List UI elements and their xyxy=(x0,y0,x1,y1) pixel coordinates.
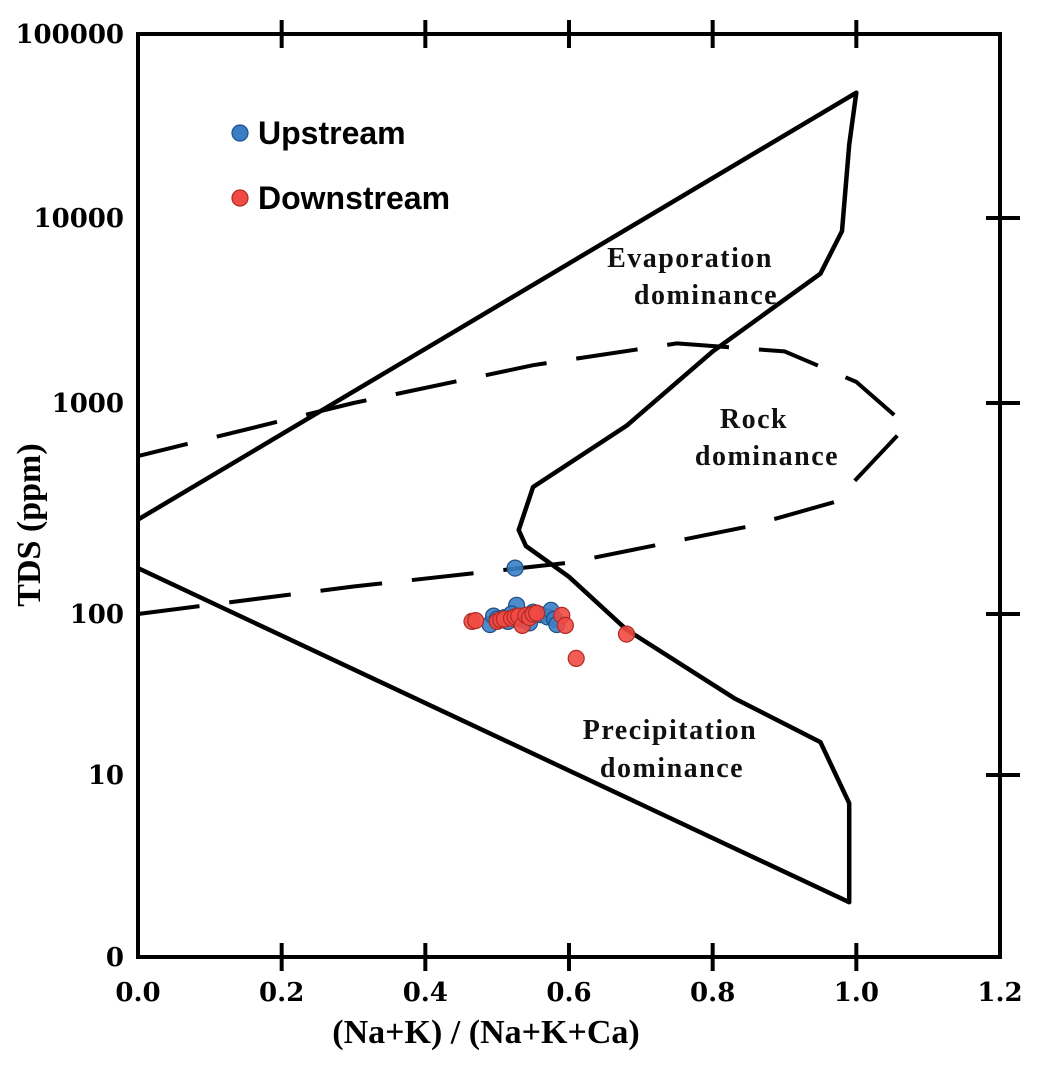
upstream-point xyxy=(506,559,524,577)
outer-boundary-line xyxy=(136,90,859,905)
y-tick-label: 0 xyxy=(106,943,124,973)
rock-label-2: dominance xyxy=(695,441,839,472)
y-tick-label: 100000 xyxy=(15,20,124,50)
plot-frame xyxy=(136,32,1002,959)
y-tick-label: 100 xyxy=(70,600,124,630)
x-tick-label: 0.8 xyxy=(690,978,735,1008)
x-tick-label: 1.2 xyxy=(977,978,1022,1008)
axis-ticks: 0.0 0.2 0.4 0.6 0.8 1.0 1.2 0 10 100 1000 10000 1000… xyxy=(15,20,1023,1008)
precipitation-label: Precipitation xyxy=(583,715,758,746)
data-points xyxy=(463,559,636,668)
x-tick-label: 1.0 xyxy=(834,978,879,1008)
downstream-point xyxy=(528,604,546,622)
legend: Upstream Downstream xyxy=(231,115,450,216)
y-tick-label: 1000 xyxy=(52,389,124,419)
rock-label: Rock xyxy=(720,404,788,435)
legend-marker-downstream xyxy=(231,189,249,207)
evaporation-label-2: dominance xyxy=(634,280,778,311)
evaporation-label: Evaporation xyxy=(607,243,773,274)
x-axis-title: (Na+K) / (Na+K+Ca) xyxy=(332,1014,639,1051)
x-tick-label: 0.6 xyxy=(546,978,591,1008)
x-tick-label: 0.4 xyxy=(403,978,448,1008)
x-tick-label: 0.0 xyxy=(115,978,160,1008)
rock-dominance-boundary xyxy=(137,341,909,616)
y-tick-label: 10000 xyxy=(34,204,124,234)
y-axis-title: TDS (ppm) xyxy=(11,443,48,606)
x-tick-label: 0.2 xyxy=(259,978,304,1008)
downstream-point xyxy=(556,616,575,635)
downstream-point xyxy=(567,649,585,668)
boundary-lines xyxy=(136,90,909,905)
legend-label-downstream: Downstream xyxy=(258,180,450,216)
legend-label-upstream: Upstream xyxy=(258,115,406,151)
legend-marker-upstream xyxy=(231,124,249,142)
downstream-point xyxy=(617,625,636,643)
precipitation-label-2: dominance xyxy=(600,753,744,784)
downstream-point xyxy=(467,611,485,630)
y-tick-label: 10 xyxy=(88,761,124,791)
